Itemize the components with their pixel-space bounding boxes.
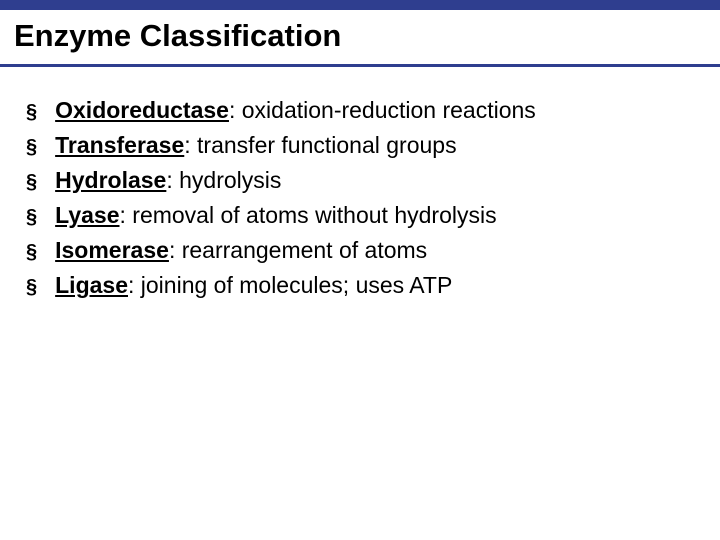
term: Ligase bbox=[55, 272, 128, 298]
description: : removal of atoms without hydrolysis bbox=[120, 202, 497, 228]
list-item: § Ligase: joining of molecules; uses ATP bbox=[26, 270, 700, 301]
bullet-icon: § bbox=[26, 204, 37, 231]
top-accent-bar bbox=[0, 0, 720, 10]
description: : rearrangement of atoms bbox=[169, 237, 427, 263]
description: : hydrolysis bbox=[166, 167, 281, 193]
bullet-text: Oxidoreductase: oxidation-reduction reac… bbox=[55, 95, 536, 126]
bullet-text: Transferase: transfer functional groups bbox=[55, 130, 456, 161]
bullet-icon: § bbox=[26, 169, 37, 196]
term: Isomerase bbox=[55, 237, 169, 263]
list-item: § Lyase: removal of atoms without hydrol… bbox=[26, 200, 700, 231]
title-area: Enzyme Classification bbox=[0, 10, 720, 64]
content-area: § Oxidoreductase: oxidation-reduction re… bbox=[0, 67, 720, 301]
bullet-icon: § bbox=[26, 99, 37, 126]
bullet-text: Ligase: joining of molecules; uses ATP bbox=[55, 270, 452, 301]
bullet-icon: § bbox=[26, 134, 37, 161]
term: Oxidoreductase bbox=[55, 97, 229, 123]
description: : oxidation-reduction reactions bbox=[229, 97, 536, 123]
description: : joining of molecules; uses ATP bbox=[128, 272, 452, 298]
bullet-text: Hydrolase: hydrolysis bbox=[55, 165, 281, 196]
bullet-icon: § bbox=[26, 239, 37, 266]
slide-title: Enzyme Classification bbox=[14, 18, 706, 54]
list-item: § Oxidoreductase: oxidation-reduction re… bbox=[26, 95, 700, 126]
list-item: § Hydrolase: hydrolysis bbox=[26, 165, 700, 196]
list-item: § Isomerase: rearrangement of atoms bbox=[26, 235, 700, 266]
bullet-list: § Oxidoreductase: oxidation-reduction re… bbox=[26, 95, 700, 301]
list-item: § Transferase: transfer functional group… bbox=[26, 130, 700, 161]
term: Lyase bbox=[55, 202, 119, 228]
term: Transferase bbox=[55, 132, 184, 158]
term: Hydrolase bbox=[55, 167, 166, 193]
description: : transfer functional groups bbox=[184, 132, 456, 158]
bullet-icon: § bbox=[26, 274, 37, 301]
bullet-text: Lyase: removal of atoms without hydrolys… bbox=[55, 200, 496, 231]
bullet-text: Isomerase: rearrangement of atoms bbox=[55, 235, 427, 266]
